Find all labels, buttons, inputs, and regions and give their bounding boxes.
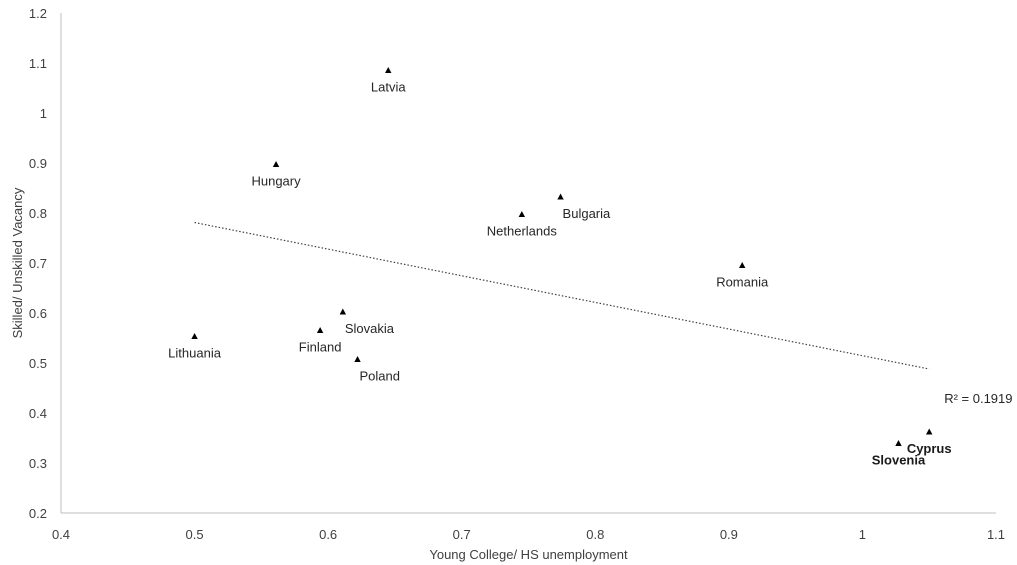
data-point-marker — [895, 440, 902, 446]
data-point-label: Hungary — [251, 174, 301, 189]
x-axis-title: Young College/ HS unemployment — [429, 547, 628, 562]
data-point-label: Slovenia — [872, 453, 926, 468]
data-point-marker — [557, 193, 564, 200]
data-point-label: Lithuania — [168, 346, 222, 361]
y-tick-label: 1.2 — [29, 6, 47, 21]
data-point-label: Netherlands — [487, 224, 558, 239]
y-axis-title: Skilled/ Unskilled Vacancy — [10, 187, 25, 338]
x-tick-label: 0.7 — [453, 527, 471, 542]
data-point-label: Cyprus — [907, 441, 952, 456]
data-points — [191, 67, 933, 446]
x-tick-label: 0.8 — [586, 527, 604, 542]
y-tick-label: 0.4 — [29, 406, 47, 421]
data-point-marker — [191, 333, 198, 339]
data-point-marker — [354, 356, 361, 362]
x-tick-labels: 0.4 0.5 0.6 0.7 0.8 0.9 1 1.1 — [52, 527, 1005, 542]
x-tick-label: 0.4 — [52, 527, 70, 542]
data-point-label: Poland — [360, 369, 400, 384]
x-tick-label: 0.6 — [319, 527, 337, 542]
x-tick-label: 0.5 — [186, 527, 204, 542]
data-point-marker — [739, 262, 746, 268]
data-point-label: Latvia — [371, 80, 406, 95]
data-point-marker — [316, 327, 324, 333]
y-tick-label: 1 — [40, 106, 47, 121]
y-tick-label: 0.8 — [29, 206, 47, 221]
data-point-label: Romania — [716, 275, 769, 290]
y-tick-label: 0.3 — [29, 456, 47, 471]
data-point-label: Slovakia — [345, 321, 395, 336]
data-point-marker — [385, 67, 392, 73]
y-tick-label: 0.2 — [29, 506, 47, 521]
y-tick-label: 0.7 — [29, 256, 47, 271]
data-point-marker — [926, 428, 933, 435]
axes — [60, 13, 996, 514]
data-point-marker — [272, 161, 280, 167]
y-tick-label: 1.1 — [29, 56, 47, 71]
data-point-labels: Latvia Hungary Bulgaria Netherlands Romania S… — [168, 80, 951, 468]
x-tick-label: 1.1 — [987, 527, 1005, 542]
x-tick-label: 1 — [859, 527, 866, 542]
data-point-marker — [339, 308, 347, 315]
data-point-marker — [518, 211, 526, 217]
x-tick-label: 0.9 — [720, 527, 738, 542]
y-tick-label: 0.5 — [29, 356, 47, 371]
y-tick-labels: 0.2 0.3 0.4 0.5 0.6 0.7 0.8 0.9 1 1.1 1.2 — [29, 6, 47, 521]
r-squared-label: R² = 0.1919 — [944, 391, 1012, 406]
y-tick-label: 0.9 — [29, 156, 47, 171]
trendline — [194, 221, 930, 370]
y-tick-label: 0.6 — [29, 306, 47, 321]
data-point-label: Bulgaria — [563, 206, 611, 221]
data-point-label: Finland — [299, 340, 342, 355]
